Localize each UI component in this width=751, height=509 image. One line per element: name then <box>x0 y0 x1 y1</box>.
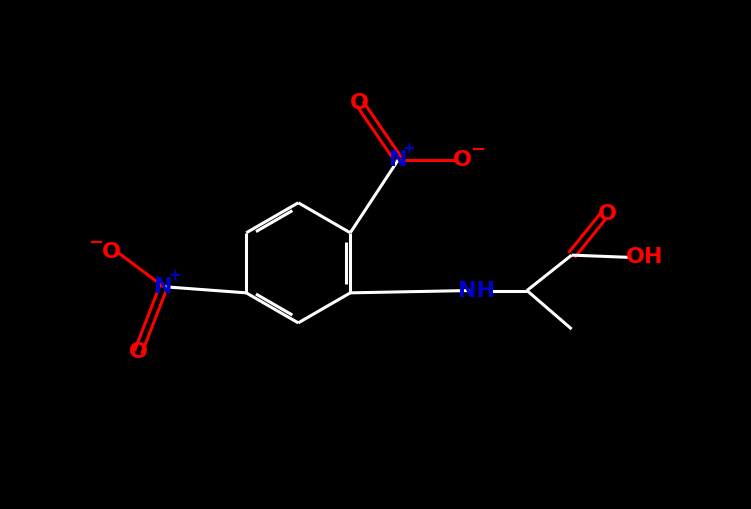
Text: OH: OH <box>626 247 664 267</box>
Text: O: O <box>128 342 148 362</box>
Text: O: O <box>101 242 121 262</box>
Text: +: + <box>403 142 415 156</box>
Text: +: + <box>168 268 181 284</box>
Text: N: N <box>154 277 173 297</box>
Text: −: − <box>470 142 485 159</box>
Text: O: O <box>351 94 369 114</box>
Text: O: O <box>453 150 472 169</box>
Text: −: − <box>88 234 104 252</box>
Text: O: O <box>599 204 617 223</box>
Text: NH: NH <box>458 280 496 300</box>
Text: N: N <box>389 150 408 169</box>
